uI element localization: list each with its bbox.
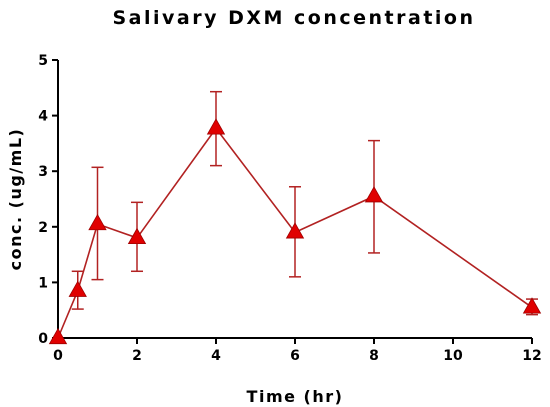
x-tick-label: 12 bbox=[522, 348, 541, 364]
x-axis-label: Time (hr) bbox=[247, 387, 344, 406]
x-tick-label: 8 bbox=[369, 348, 379, 364]
plot-area bbox=[48, 90, 542, 345]
data-point-marker bbox=[285, 222, 305, 239]
x-ticks: 0 2 4 6 8 10 12 bbox=[53, 338, 542, 364]
x-tick-label: 4 bbox=[211, 348, 221, 364]
chart-title: Salivary DXM concentration bbox=[112, 7, 475, 29]
y-tick-label: 1 bbox=[38, 275, 48, 291]
data-point-marker bbox=[364, 186, 384, 203]
data-point-marker bbox=[206, 118, 226, 135]
series-line bbox=[57, 127, 533, 339]
x-tick-label: 2 bbox=[132, 348, 142, 364]
data-point-marker bbox=[127, 227, 147, 245]
x-tick-label: 0 bbox=[53, 348, 63, 364]
y-tick-label: 3 bbox=[38, 164, 48, 180]
data-point-marker bbox=[48, 327, 68, 345]
y-ticks: 0 1 2 3 4 5 bbox=[38, 53, 58, 347]
x-tick-label: 10 bbox=[443, 348, 463, 364]
data-point-marker bbox=[522, 297, 542, 314]
y-tick-label: 2 bbox=[38, 220, 48, 236]
y-tick-label: 4 bbox=[38, 109, 48, 125]
data-point-marker bbox=[68, 280, 87, 297]
data-point-marker bbox=[88, 213, 107, 231]
y-tick-label: 0 bbox=[38, 331, 48, 347]
x-tick-label: 6 bbox=[290, 348, 300, 364]
y-axis-label: conc. (ug/mL) bbox=[6, 128, 25, 271]
y-tick-label: 5 bbox=[38, 53, 48, 69]
